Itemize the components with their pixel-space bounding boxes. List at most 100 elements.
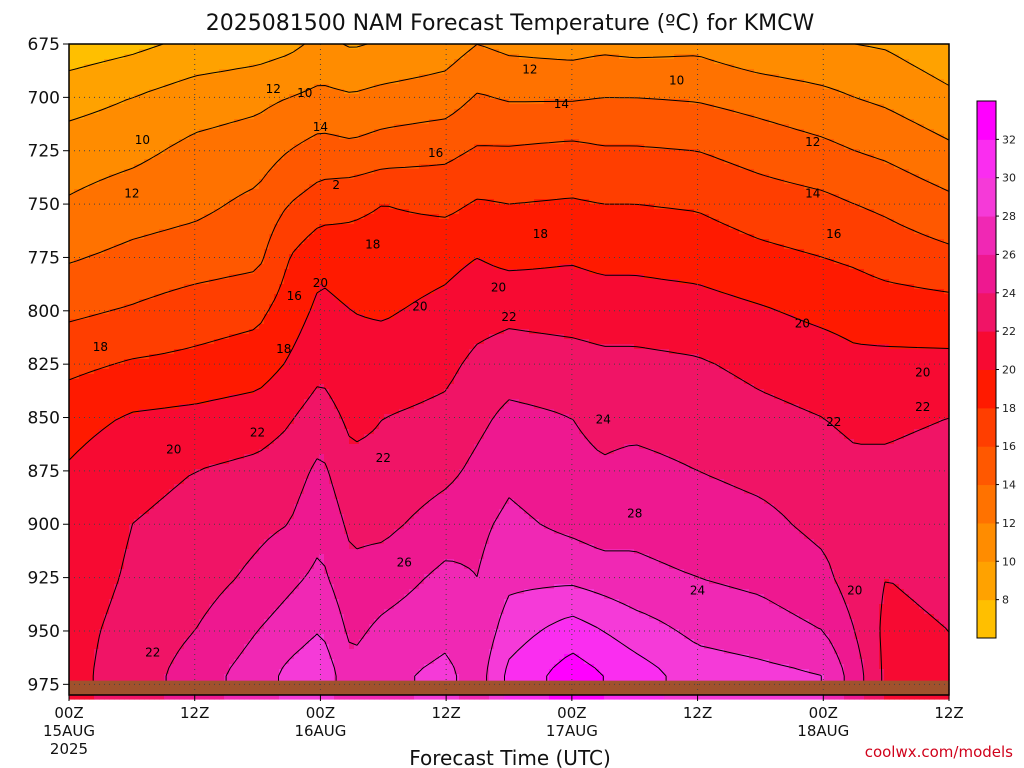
temperature-cell [244,619,250,625]
temperature-cell [74,149,80,155]
temperature-cell [139,184,145,190]
temperature-cell [139,494,145,500]
temperature-cell [119,659,125,665]
temperature-cell [104,84,110,90]
temperature-cell [119,94,125,100]
temperature-cell [109,234,115,240]
temperature-cell [74,414,80,420]
temperature-cell [104,224,110,230]
temperature-cell [129,224,135,230]
temperature-cell [159,474,165,480]
temperature-cell [144,194,150,200]
temperature-cell [229,529,235,535]
temperature-cell [149,449,155,455]
temperature-cell [84,194,90,200]
temperature-cell [99,259,105,265]
temperature-cell [139,249,145,255]
temperature-cell [249,84,255,90]
temperature-cell [189,674,195,680]
temperature-cell [134,489,140,495]
temperature-cell [244,244,250,250]
temperature-cell [224,219,230,225]
temperature-cell [104,179,110,185]
temperature-cell [159,609,165,615]
temperature-cell [169,219,175,225]
temperature-cell [159,279,165,285]
temperature-cell [189,54,195,60]
temperature-cell [234,224,240,230]
temperature-cell [94,99,100,105]
temperature-cell [209,94,215,100]
temperature-cell [139,414,145,420]
temperature-cell [189,364,195,370]
temperature-cell [144,309,150,315]
temperature-cell [154,604,160,610]
temperature-cell [254,224,260,230]
temperature-cell [84,104,90,110]
temperature-cell [124,324,130,330]
temperature-cell [174,159,180,165]
temperature-cell [254,249,260,255]
temperature-cell [94,219,100,225]
temperature-cell [249,99,255,105]
temperature-cell [69,129,75,135]
temperature-cell [89,79,95,85]
temperature-cell [129,179,135,185]
temperature-cell [129,344,135,350]
temperature-cell [144,579,150,585]
temperature-cell [84,189,90,195]
temperature-cell [199,409,205,415]
temperature-cell [214,164,220,170]
temperature-cell [249,289,255,295]
temperature-cell [99,379,105,385]
temperature-cell [184,229,190,235]
temperature-cell [149,404,155,410]
temperature-cell [174,599,180,605]
temperature-cell [94,234,100,240]
temperature-cell [134,454,140,460]
temperature-cell [84,644,90,650]
temperature-cell [159,79,165,85]
temperature-cell [219,434,225,440]
temperature-cell [204,314,210,320]
temperature-cell [114,329,120,335]
temperature-cell [189,159,195,165]
temperature-cell [204,109,210,115]
temperature-cell [154,299,160,305]
temperature-cell [179,474,185,480]
temperature-cell [79,364,85,370]
temperature-cell [164,89,170,95]
temperature-cell [129,369,135,375]
temperature-cell [184,364,190,370]
temperature-cell [199,564,205,570]
temperature-cell [109,329,115,335]
temperature-cell [164,309,170,315]
temperature-cell [199,524,205,530]
temperature-cell [204,204,210,210]
temperature-cell [104,474,110,480]
temperature-cell [144,584,150,590]
temperature-cell [214,624,220,630]
temperature-cell [169,184,175,190]
temperature-cell [89,94,95,100]
temperature-cell [179,334,185,340]
temperature-cell [184,674,190,680]
temperature-cell [74,349,80,355]
temperature-cell [104,109,110,115]
temperature-cell [224,439,230,445]
temperature-cell [79,579,85,585]
temperature-cell [184,449,190,455]
temperature-cell [209,594,215,600]
temperature-cell [119,89,125,95]
temperature-cell [179,194,185,200]
temperature-cell [94,89,100,95]
temperature-cell [164,64,170,70]
temperature-cell [204,59,210,65]
temperature-cell [184,269,190,275]
temperature-cell [154,614,160,620]
temperature-cell [214,269,220,275]
temperature-cell [154,324,160,330]
temperature-cell [94,564,100,570]
temperature-cell [184,629,190,635]
temperature-cell [159,544,165,550]
